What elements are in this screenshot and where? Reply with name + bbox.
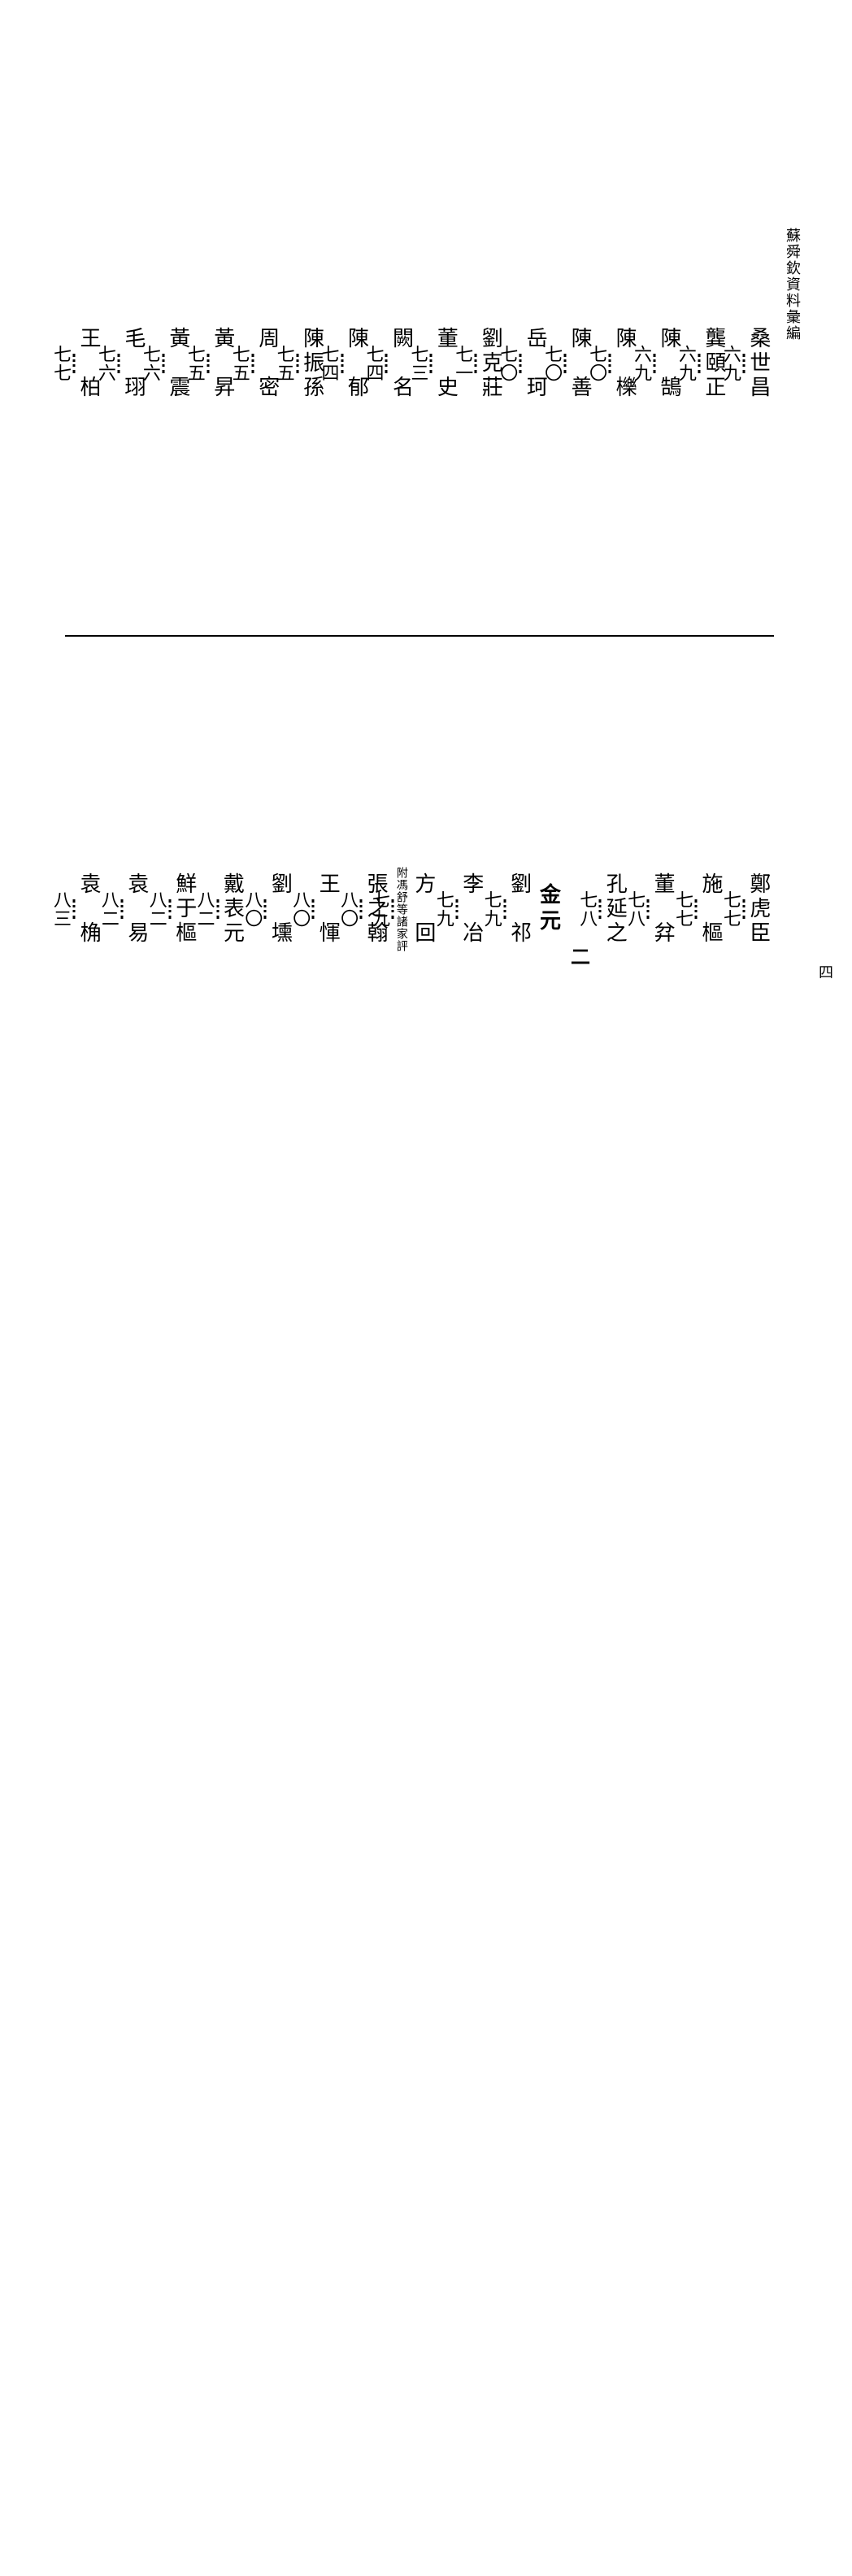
entry-name: 桑世昌 bbox=[744, 327, 774, 400]
entry-name: 陳 鵠 bbox=[654, 327, 685, 400]
toc-entry: 龔頤正六九 bbox=[690, 98, 729, 629]
running-title: 蘇舜欽資料彙編 bbox=[782, 98, 803, 1174]
entry-name: 黃 震 bbox=[163, 327, 193, 400]
entry-name: 闕 名 bbox=[386, 327, 416, 400]
entry-name: 施 樞 bbox=[696, 872, 726, 946]
entry-name: 孔延之 bbox=[600, 872, 630, 946]
entry-note: 附馮舒等諸家評 bbox=[393, 867, 409, 952]
entry-name: 王 柏 bbox=[74, 327, 104, 400]
toc-bottom-row: 鄭虎臣七七施 樞七七董 弅七八孔延之七八二金元劉 祁七九李 冶七九方 回附馮舒等… bbox=[65, 643, 774, 1174]
entry-name: 岳 珂 bbox=[520, 327, 550, 400]
entry-name: 董 史 bbox=[431, 327, 461, 400]
toc-entry: 劉克莊七一 bbox=[467, 98, 506, 629]
toc-entry: 施 樞七七 bbox=[687, 643, 726, 1174]
toc-entry: 陳 善七〇 bbox=[556, 98, 595, 629]
entry-name: 劉 壎 bbox=[265, 872, 295, 946]
entry-page: 八三 bbox=[48, 890, 74, 928]
toc-entry: 陳 櫟七〇 bbox=[601, 98, 640, 629]
entry-name: 鄭虎臣 bbox=[744, 872, 774, 946]
toc-entry: 桑世昌六九 bbox=[735, 98, 774, 629]
entry-name: 戴表元 bbox=[218, 872, 248, 946]
row-divider bbox=[65, 635, 774, 637]
entry-name: 陳振孫 bbox=[298, 327, 328, 400]
section-text: 金元 bbox=[533, 883, 563, 935]
toc-top-row: 桑世昌六九龔頤正六九陳 鵠六九陳 櫟七〇陳 善七〇岳 珂七〇劉克莊七一董 史七三… bbox=[65, 98, 774, 629]
toc-entry: 鮮于樞八二 bbox=[161, 643, 200, 1174]
entry-name: 劉克莊 bbox=[476, 327, 506, 400]
toc-entry: 毛 珝七六 bbox=[110, 98, 149, 629]
toc-entry: 方 回附馮舒等諸家評七九 bbox=[400, 643, 439, 1174]
toc-entry: 陳 鵠六九 bbox=[646, 98, 685, 629]
entry-name: 袁 易 bbox=[122, 872, 152, 946]
toc-entry: 陳振孫七五 bbox=[289, 98, 328, 629]
toc-entry: 岳 珂七〇 bbox=[511, 98, 550, 629]
toc-entry: 孔延之七八 bbox=[591, 643, 630, 1174]
entry-name: 王 惲 bbox=[313, 872, 343, 946]
toc-entry: 張之翰八〇 bbox=[352, 643, 391, 1174]
entry-name: 袁 桷 bbox=[74, 872, 104, 946]
toc-entry: 董 弅七八 bbox=[639, 643, 678, 1174]
toc-entry: 袁 易八二 bbox=[113, 643, 152, 1174]
toc-entry: 劉 祁七九 bbox=[496, 643, 535, 1174]
toc-entry: 鄭虎臣七七 bbox=[735, 643, 774, 1174]
toc-entry: 黃 昇七五 bbox=[199, 98, 238, 629]
toc-entry: 王 柏七七 bbox=[65, 98, 104, 629]
toc-entry: 董 史七三 bbox=[422, 98, 461, 629]
entry-name: 劉 祁 bbox=[505, 872, 535, 946]
entry-name: 周 密 bbox=[253, 327, 283, 400]
section-label: 二 bbox=[563, 946, 592, 969]
entry-name: 鮮于樞 bbox=[170, 872, 200, 946]
toc-entry: 劉 壎八〇 bbox=[256, 643, 295, 1174]
entry-name: 張之翰 bbox=[361, 872, 391, 946]
entry-name: 龔頤正 bbox=[699, 327, 729, 400]
toc-entry: 陳 郁七四 bbox=[333, 98, 372, 629]
entry-name: 董 弅 bbox=[648, 872, 678, 946]
entry-name: 陳 櫟 bbox=[610, 327, 640, 400]
page-number: 四 bbox=[815, 964, 836, 979]
entry-name: 毛 珝 bbox=[119, 327, 149, 400]
entry-name: 方 回 bbox=[409, 872, 439, 946]
toc-entry: 王 惲八〇 bbox=[304, 643, 343, 1174]
entry-name: 李 冶 bbox=[457, 872, 487, 946]
toc-entry: 李 冶七九 bbox=[448, 643, 487, 1174]
toc-entry: 周 密七五 bbox=[244, 98, 283, 629]
entry-page: 七八 bbox=[574, 890, 600, 928]
toc-entry: 袁 桷八三 bbox=[65, 643, 104, 1174]
entry-name: 陳 郁 bbox=[342, 327, 372, 400]
entry-name: 黃 昇 bbox=[208, 327, 238, 400]
entry-page: 七七 bbox=[48, 345, 74, 382]
toc-entry: 闕 名七四 bbox=[377, 98, 416, 629]
toc-entry: 戴表元八二 bbox=[209, 643, 248, 1174]
entry-name: 陳 善 bbox=[565, 327, 595, 400]
toc-entry: 黃 震七六 bbox=[154, 98, 193, 629]
